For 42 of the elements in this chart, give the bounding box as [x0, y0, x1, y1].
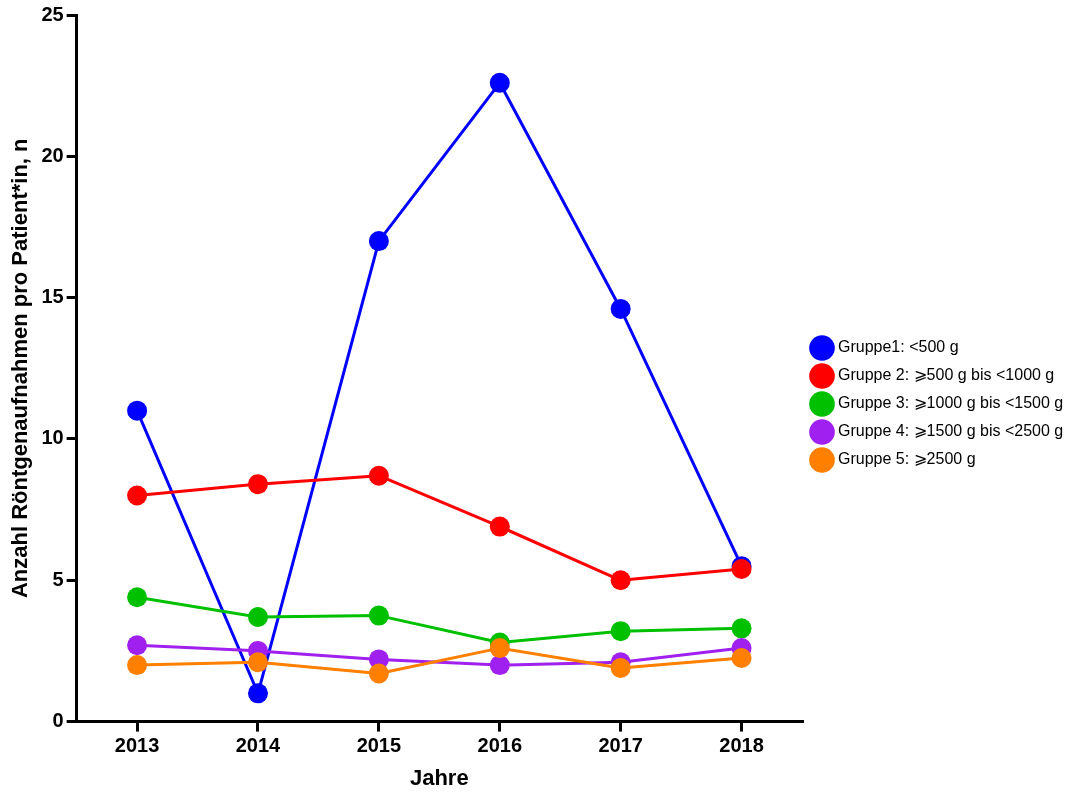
point	[368, 465, 389, 486]
point	[610, 657, 631, 678]
point	[127, 587, 148, 608]
point	[127, 485, 148, 506]
x-tick-label: 2018	[719, 734, 764, 757]
point	[247, 474, 268, 495]
legend-label: Gruppe1: <500 g	[838, 338, 959, 356]
x-tick-label: 2015	[356, 734, 402, 757]
point	[489, 72, 510, 93]
y-tick-label: 20	[41, 143, 64, 166]
point	[127, 655, 148, 676]
x-tick-label: 2017	[598, 734, 643, 757]
legend-label: Gruppe 2: ⩾500 g bis <1000 g	[838, 366, 1055, 384]
point	[247, 683, 268, 704]
point	[610, 570, 631, 591]
point	[489, 655, 510, 676]
point	[489, 516, 510, 537]
x-axis-title: Jahre	[409, 764, 469, 790]
point	[368, 231, 389, 252]
y-tick-label: 15	[41, 285, 64, 308]
point	[610, 621, 631, 642]
point	[731, 618, 752, 639]
point	[127, 400, 148, 421]
x-tick-label: 2013	[114, 734, 160, 757]
point	[127, 635, 148, 656]
y-tick-label: 10	[41, 426, 64, 449]
point	[489, 638, 510, 659]
y-tick-label: 5	[52, 567, 64, 590]
y-axis-title: Anzahl Röntgenaufnahmen pro Patient*in, n	[7, 138, 33, 599]
point	[368, 605, 389, 626]
point	[610, 298, 631, 319]
y-tick-label: 0	[52, 709, 64, 732]
legend-label: Gruppe 4: ⩾1500 g bis <2500 g	[838, 422, 1064, 440]
point	[247, 607, 268, 628]
point	[247, 652, 268, 673]
legend-label: Gruppe 3: ⩾1000 g bis <1500 g	[838, 394, 1064, 412]
x-tick-label: 2014	[235, 734, 282, 757]
point	[368, 663, 389, 684]
point	[731, 648, 752, 669]
legend-label: Gruppe 5: ⩾2500 g	[838, 450, 976, 468]
y-tick-label: 25	[41, 2, 64, 25]
x-tick-label: 2016	[477, 734, 523, 757]
